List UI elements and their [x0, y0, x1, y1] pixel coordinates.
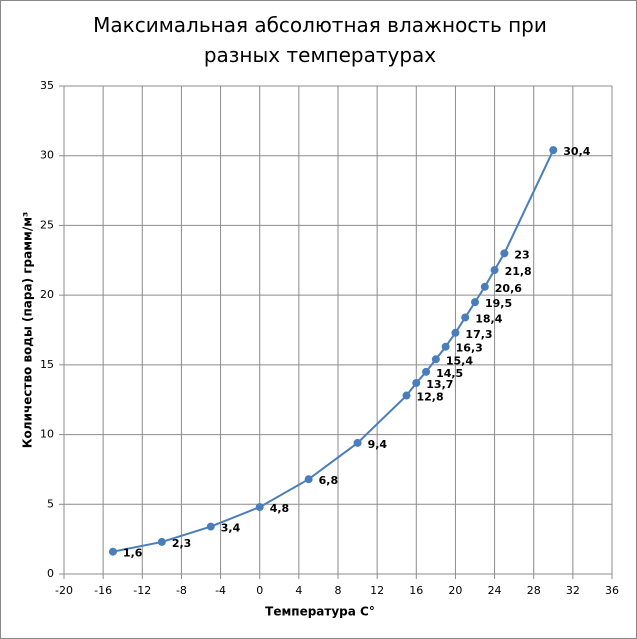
- x-tick-label: 24: [488, 584, 502, 597]
- data-label: 19,5: [485, 297, 512, 310]
- data-point: [490, 266, 499, 275]
- data-label: 17,3: [465, 328, 492, 341]
- x-tick-label: -4: [215, 584, 226, 597]
- data-label: 18,4: [475, 312, 502, 325]
- data-label: 14,5: [436, 367, 463, 380]
- x-tick-label: 20: [448, 584, 462, 597]
- y-tick-label: 30: [40, 149, 54, 162]
- x-tick-label: 8: [335, 584, 342, 597]
- data-point: [353, 438, 362, 447]
- x-tick-label: 36: [605, 584, 619, 597]
- data-label: 9,4: [368, 438, 388, 451]
- data-point: [471, 298, 479, 307]
- data-point: [549, 146, 558, 155]
- data-label: 12,8: [417, 391, 444, 404]
- data-point: [255, 503, 264, 512]
- data-point: [206, 522, 215, 531]
- data-label: 13,7: [426, 378, 453, 391]
- data-point: [108, 547, 117, 556]
- data-point: [412, 378, 421, 387]
- data-label: 4,8: [270, 502, 290, 515]
- x-tick-label: -16: [94, 584, 112, 597]
- y-tick-label: 35: [40, 79, 54, 92]
- data-label: 20,6: [495, 282, 522, 295]
- data-point: [480, 282, 489, 291]
- data-point: [304, 475, 313, 484]
- data-label: 2,3: [172, 537, 192, 550]
- x-tick-label: -20: [55, 584, 73, 597]
- y-tick-label: 0: [47, 567, 54, 580]
- data-label: 15,4: [446, 354, 473, 367]
- x-tick-label: 16: [409, 584, 423, 597]
- data-point: [157, 537, 166, 546]
- data-point: [431, 355, 440, 364]
- series-line: [112, 149, 555, 553]
- data-point: [451, 328, 460, 337]
- y-axis-label: Количество воды (пара) грамм/м³: [21, 212, 35, 449]
- y-tick-label: 5: [47, 497, 54, 510]
- y-tick-label: 15: [40, 358, 54, 371]
- x-tick-label: 12: [370, 584, 384, 597]
- chart-title: Максимальная абсолютная влажность при ра…: [93, 13, 547, 67]
- data-point: [500, 249, 509, 258]
- data-label: 3,4: [221, 522, 241, 535]
- data-label: 6,8: [319, 474, 339, 487]
- x-tick-label: 0: [256, 584, 263, 597]
- data-point: [441, 342, 450, 351]
- y-tick-label: 25: [40, 218, 54, 231]
- x-tick-label: 4: [295, 584, 302, 597]
- data-label: 30,4: [563, 145, 590, 158]
- data-label: 16,3: [456, 342, 483, 355]
- data-point: [402, 391, 411, 400]
- x-tick-label: -8: [176, 584, 187, 597]
- y-tick-label: 20: [40, 288, 54, 301]
- data-label: 1,6: [123, 547, 143, 560]
- y-tick-label: 10: [40, 428, 54, 441]
- x-tick-label: 32: [566, 584, 580, 597]
- data-label: 21,8: [505, 265, 532, 278]
- data-point: [422, 367, 431, 376]
- x-tick-label: -12: [133, 584, 151, 597]
- x-tick-label: 28: [527, 584, 541, 597]
- data-label: 23: [514, 248, 529, 261]
- x-axis-label: Температура С°: [265, 605, 375, 619]
- data-point: [461, 313, 470, 322]
